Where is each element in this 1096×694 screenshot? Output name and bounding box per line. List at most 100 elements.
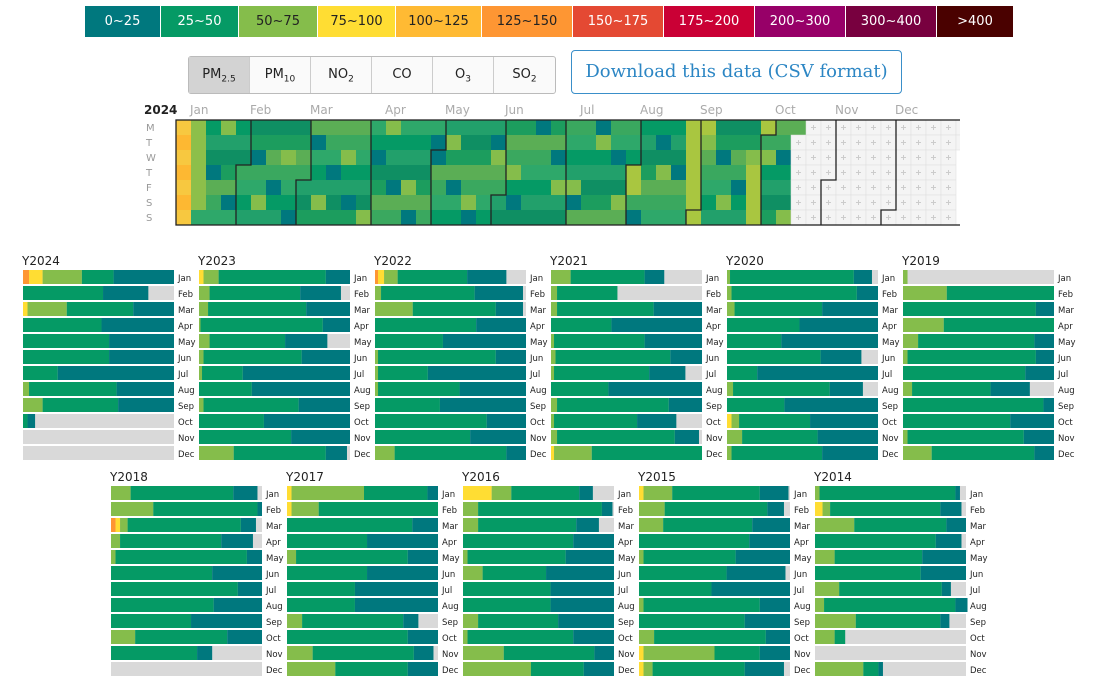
calendar-day-cell xyxy=(491,210,506,225)
year-month-segment xyxy=(727,334,782,348)
year-month-segment xyxy=(530,662,584,676)
pollutant-tab[interactable]: O3 xyxy=(433,57,494,93)
year-month-label: Jul xyxy=(793,586,804,596)
year-month-segment xyxy=(652,662,745,676)
year-month-segment xyxy=(467,630,574,644)
year-month-label: Nov xyxy=(618,650,635,660)
pollutant-tab[interactable]: PM2.5 xyxy=(189,57,250,93)
year-month-label: Apr xyxy=(618,538,633,548)
year-month-label: May xyxy=(618,554,636,564)
aqi-legend: 0~25 25~50 50~75 75~100 100~125 125~150 150~17… xyxy=(85,6,1014,37)
year-month-label: Apr xyxy=(442,538,457,548)
year-month-segment xyxy=(291,502,319,516)
calendar-day-cell xyxy=(536,135,551,150)
year-month-label: Sep xyxy=(706,402,722,412)
year-month-nodata xyxy=(815,630,966,644)
year-month-segment xyxy=(727,270,731,284)
calendar-empty-mark xyxy=(796,155,801,160)
calendar-day-cell xyxy=(656,150,671,165)
pollutant-tab[interactable]: SO2 xyxy=(512,67,537,85)
year-month-segment xyxy=(601,502,613,516)
year-month-segment xyxy=(111,550,116,564)
year-month-segment xyxy=(551,350,556,364)
year-month-label: Jun xyxy=(177,354,191,364)
calendar-empty-mark xyxy=(871,170,876,175)
calendar-day-cell xyxy=(281,180,296,195)
year-month-label: Mar xyxy=(970,522,987,532)
calendar-day-cell xyxy=(761,150,776,165)
legend-item: 25~50 xyxy=(161,6,238,37)
year-month-label: Aug xyxy=(618,602,635,612)
calendar-outline xyxy=(175,119,960,226)
calendar-day-cell xyxy=(716,165,731,180)
calendar-empty-mark xyxy=(931,200,936,205)
year-month-label: Dec xyxy=(882,450,899,460)
year-panel: Y2020 Jan Feb Mar Apr May Jun Jul Aug Sep Oct Nov De… xyxy=(725,254,900,466)
year-month-segment xyxy=(815,662,864,676)
year-month-label: Mar xyxy=(618,522,635,532)
year-month-segment xyxy=(583,662,614,676)
year-month-segment xyxy=(57,366,175,380)
calendar-day-cell xyxy=(521,120,536,135)
year-month-segment xyxy=(550,598,614,612)
year-month-label: Aug xyxy=(882,386,899,396)
calendar-day-cell xyxy=(371,180,386,195)
calendar-day-cell xyxy=(776,120,791,135)
calendar-day-cell xyxy=(776,195,791,210)
year-month-segment xyxy=(335,662,408,676)
year-month-segment xyxy=(111,582,238,596)
year-month-segment xyxy=(325,446,347,460)
year-panel: Y2022 Jan Feb Mar Apr May Jun Jul Aug Sep Oct Nov De… xyxy=(373,254,548,466)
calendar-day-cell xyxy=(746,195,761,210)
pollutant-tab[interactable]: CO xyxy=(372,57,433,93)
year-month-label: Jan xyxy=(793,490,807,500)
year-month-segment xyxy=(463,598,551,612)
year-month-label: Apr xyxy=(794,538,809,548)
year-month-segment xyxy=(744,662,784,676)
day-label: T xyxy=(145,168,153,179)
year-month-label: May xyxy=(266,554,284,564)
year-month-segment xyxy=(463,582,551,596)
year-month-segment xyxy=(815,630,835,644)
calendar-day-cell xyxy=(566,150,581,165)
calendar-day-cell xyxy=(221,210,236,225)
year-month-segment xyxy=(209,286,301,300)
calendar-day-cell xyxy=(506,180,521,195)
calendar-empty-mark xyxy=(826,185,831,190)
year-month-segment xyxy=(375,350,379,364)
calendar-day-cell xyxy=(701,165,716,180)
calendar-day-cell xyxy=(221,150,236,165)
year-month-segment xyxy=(570,270,645,284)
pollutant-tab[interactable]: PM10 xyxy=(250,57,311,93)
year-month-segment xyxy=(463,614,479,628)
year-month-segment xyxy=(643,662,653,676)
year-panel: Y2019 Jan Feb Mar Apr May Jun Jul Aug Sep Oct Nov De… xyxy=(901,254,1076,466)
calendar-empty-mark xyxy=(901,185,906,190)
year-month-segment xyxy=(203,398,299,412)
year-month-segment xyxy=(653,302,702,316)
year-month-segment xyxy=(639,598,644,612)
calendar-day-cell xyxy=(536,180,551,195)
year-month-label: May xyxy=(354,338,372,348)
year-month-segment xyxy=(767,502,784,516)
year-month-label: Sep xyxy=(970,618,986,628)
year-month-segment xyxy=(227,630,262,644)
year-month-segment xyxy=(822,302,878,316)
year-month-label: Sep xyxy=(618,618,634,628)
calendar-empty-mark xyxy=(871,140,876,145)
download-csv-button[interactable]: Download this data (CSV format) xyxy=(571,50,902,94)
year-month-segment xyxy=(115,518,121,532)
calendar-day-cell xyxy=(386,180,401,195)
calendar-day-cell xyxy=(791,120,806,135)
calendar-day-cell xyxy=(266,210,281,225)
month-label: Mar xyxy=(310,103,333,117)
calendar-empty-mark xyxy=(946,185,951,190)
year-month-segment xyxy=(115,550,247,564)
pollutant-tab[interactable]: NO2 xyxy=(311,57,372,93)
year-month-label: Nov xyxy=(706,434,723,444)
calendar-day-cell xyxy=(446,120,461,135)
year-month-segment xyxy=(42,270,82,284)
year-month-label: Jul xyxy=(353,370,364,380)
calendar-day-cell xyxy=(296,180,311,195)
month-label: Jan xyxy=(189,103,209,117)
